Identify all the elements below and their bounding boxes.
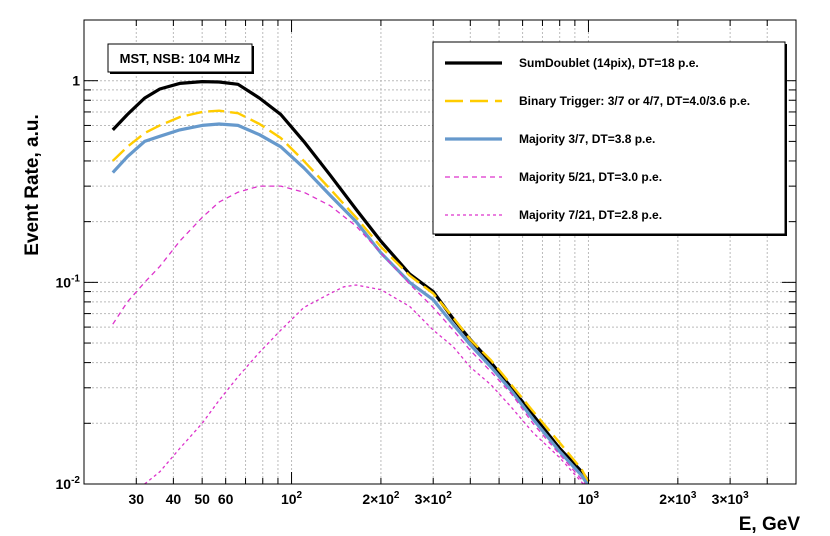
x-axis-title: E, GeV: [739, 514, 801, 535]
series-line-2: [111, 109, 590, 483]
y-tick-label: 1: [72, 73, 80, 89]
x-tick-label: 102: [281, 490, 303, 507]
x-tick-label: 60: [218, 491, 234, 507]
x-tick-label: 2×103: [659, 490, 697, 507]
tick-labels: 30 40 50 60 102 2×102 3×102 103 2×103 3×103 1 10-1 1…: [56, 73, 750, 507]
axis-ticks: [84, 19, 796, 485]
label-box-text: MST, NSB: 104 MHz: [120, 51, 241, 66]
label-box: MST, NSB: 104 MHz: [107, 43, 254, 74]
legend-label-5: Majority 7/21, DT=2.8 p.e.: [519, 208, 662, 222]
series-line-3: [111, 122, 590, 484]
y-axis-title: Event Rate, a.u.: [22, 114, 43, 256]
legend-label-3: Majority 3/7, DT=3.8 p.e.: [519, 132, 655, 146]
plot-frame: [83, 19, 797, 485]
x-tick-label: 103: [578, 490, 600, 507]
legend: SumDoublet (14pix), DT=18 p.e. Binary Tri…: [432, 41, 787, 236]
series-line-4: [112, 185, 586, 484]
x-tick-label: 50: [194, 491, 210, 507]
x-tick-label: 3×103: [712, 490, 750, 507]
x-tick-label: 30: [128, 491, 144, 507]
legend-label-1: SumDoublet (14pix), DT=18 p.e.: [519, 56, 699, 70]
legend-label-2: Binary Trigger: 3/7 or 4/7, DT=4.0/3.6 p…: [519, 94, 750, 108]
series-line-5: [144, 284, 585, 484]
legend-label-4: Majority 5/21, DT=3.0 p.e.: [519, 170, 662, 184]
series-layer: [111, 79, 590, 484]
series-line-1: [111, 79, 590, 483]
x-tick-label: 3×102: [415, 490, 453, 507]
x-tick-label: 2×102: [362, 490, 400, 507]
y-tick-label: 10-1: [56, 273, 81, 290]
y-tick-label: 10-2: [56, 475, 81, 492]
x-tick-label: 40: [166, 491, 182, 507]
